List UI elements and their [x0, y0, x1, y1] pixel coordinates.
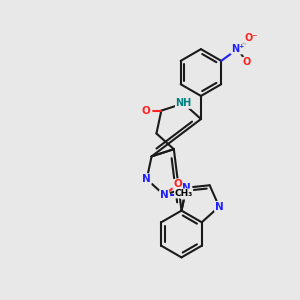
Text: O: O [243, 57, 251, 67]
Text: CH₃: CH₃ [175, 189, 193, 198]
Circle shape [246, 33, 256, 44]
Circle shape [178, 188, 189, 199]
Circle shape [178, 98, 189, 109]
Text: NH: NH [176, 98, 192, 108]
Text: O: O [142, 106, 151, 116]
Circle shape [241, 57, 252, 68]
Circle shape [159, 190, 170, 200]
Circle shape [214, 201, 225, 212]
Circle shape [181, 182, 192, 193]
Text: N: N [182, 183, 191, 193]
Circle shape [141, 174, 152, 185]
Text: N: N [160, 190, 169, 200]
Text: N⁺: N⁺ [231, 44, 244, 54]
Text: O⁻: O⁻ [244, 33, 258, 43]
Circle shape [141, 105, 152, 116]
Text: O: O [173, 179, 182, 189]
Circle shape [232, 44, 243, 54]
Text: N: N [142, 174, 151, 184]
Text: N: N [215, 202, 224, 212]
Circle shape [172, 179, 183, 190]
